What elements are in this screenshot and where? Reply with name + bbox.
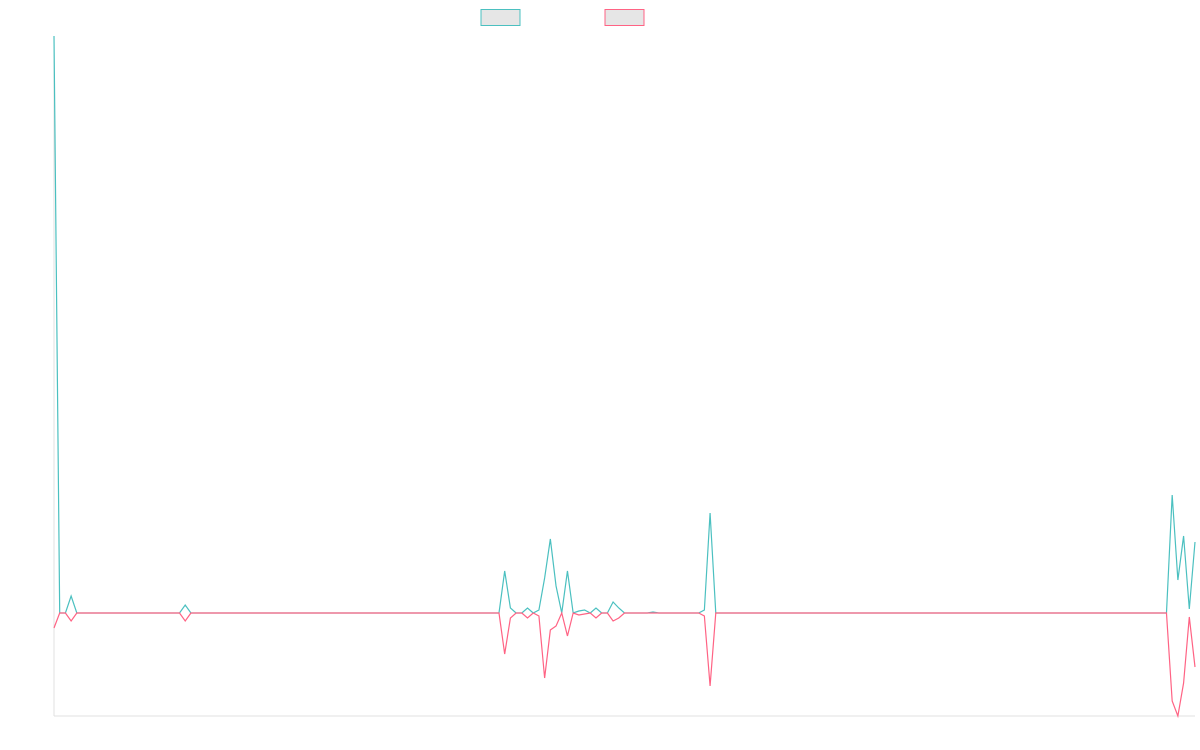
- series-line: [53, 611, 1196, 719]
- legend-swatch: [480, 9, 521, 26]
- legend-swatch: [604, 9, 645, 26]
- series-line: [53, 35, 1196, 614]
